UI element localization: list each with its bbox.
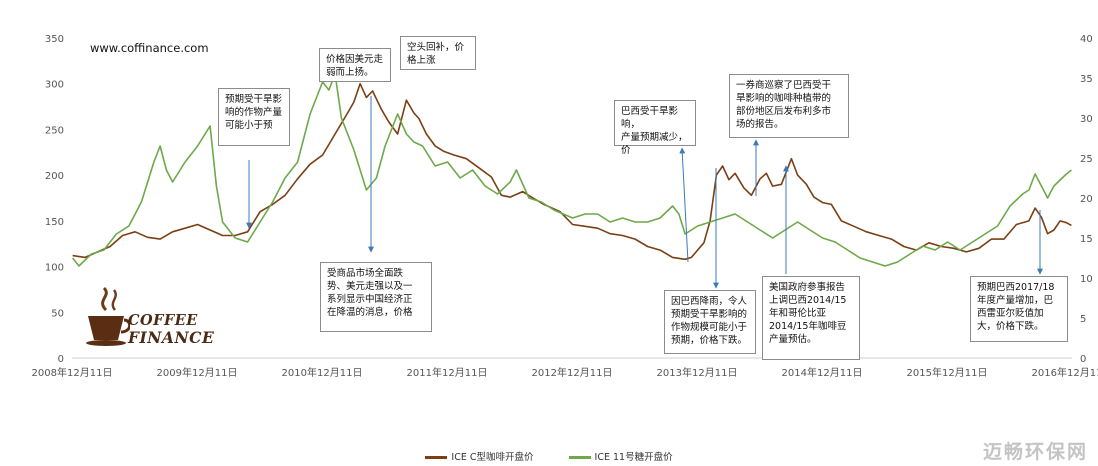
y-left-tick-label: 350 (45, 34, 64, 45)
annotation-box-a3: 空头回补，价 格上涨 (400, 36, 476, 70)
x-tick-label: 2012年12月11日 (532, 366, 613, 379)
legend-swatch-sugar (568, 456, 591, 459)
annotation-box-a1: 预期受干旱影 响的作物产量 可能小于预 (218, 88, 290, 146)
series-line-sugar (71, 73, 1072, 267)
y-right-tick-label: 35 (1080, 74, 1093, 85)
x-tick-label: 2011年12月11日 (407, 366, 488, 379)
series-line-coffee (72, 82, 1072, 261)
annotation-box-a6: 一券商巡察了巴西受干 旱影响的咖啡种植带的 部份地区后发布利多市 场的报告。 (729, 74, 849, 138)
y-right-tick-label: 0 (1080, 354, 1086, 365)
annotation-box-a9: 预期巴西2017/18 年度产量增加，巴 西雷亚尔贬值加 大，价格下跌。 (970, 276, 1068, 342)
y-right-tick-label: 5 (1080, 314, 1086, 325)
logo-word-coffee: COFFEE (128, 312, 198, 329)
logo-word-finance: FINANCE (128, 328, 215, 347)
x-tick-label: 2008年12月11日 (32, 366, 113, 379)
watermark: 迈畅环保网 (982, 441, 1088, 463)
y-left-tick-label: 250 (45, 125, 64, 136)
y-left-tick-label: 150 (45, 217, 64, 228)
y-right-tick-label: 15 (1080, 234, 1093, 245)
y-left-tick-label: 100 (45, 263, 64, 274)
y-right-tick-label: 40 (1080, 34, 1093, 45)
website-label: www.coffinance.com (90, 41, 209, 55)
legend-item-sugar: ICE 11号糖开盘价 (568, 449, 673, 463)
legend-label-sugar: ICE 11号糖开盘价 (594, 452, 673, 463)
legend-label-coffee: ICE C型咖啡开盘价 (451, 452, 534, 463)
annotation-box-a5: 巴西受干旱影响， 产量预期减少，价 (614, 100, 696, 156)
coffee-cup-icon (86, 286, 132, 346)
annotation-box-a4: 受商品市场全面跌 势、美元走强以及一 系列显示中国经济正 在降温的消息，价格 (320, 262, 432, 332)
y-right-tick-label: 25 (1080, 154, 1093, 165)
y-right-tick-label: 30 (1080, 114, 1093, 125)
legend-item-coffee: ICE C型咖啡开盘价 (425, 449, 534, 463)
legend: ICE C型咖啡开盘价 ICE 11号糖开盘价 (0, 449, 1098, 463)
coffee-finance-logo: COFFEE FINANCE (84, 286, 224, 350)
x-tick-label: 2015年12月11日 (907, 366, 988, 379)
legend-swatch-coffee (425, 456, 448, 459)
annotation-box-a8: 美国政府参事报告 上调巴西2014/15 年和哥伦比亚 2014/15年咖啡豆 … (762, 276, 860, 360)
x-tick-label: 2009年12月11日 (157, 366, 238, 379)
y-left-tick-label: 200 (45, 171, 64, 182)
x-tick-label: 2010年12月11日 (282, 366, 363, 379)
x-tick-label: 2013年12月11日 (657, 366, 738, 379)
y-left-tick-label: 50 (51, 308, 64, 319)
annotation-arrow-a5 (679, 147, 689, 263)
x-tick-label: 2014年12月11日 (782, 366, 863, 379)
annotation-box-a7: 因巴西降雨，令人 预期受干旱影响的 作物规模可能小于 预期，价格下跌。 (664, 290, 756, 354)
y-right-tick-label: 10 (1080, 274, 1093, 285)
y-left-tick-label: 300 (45, 80, 64, 91)
y-left-tick-label: 0 (58, 354, 64, 365)
x-tick-label: 2016年12月11日 (1032, 366, 1098, 379)
y-right-tick-label: 20 (1080, 194, 1093, 205)
annotation-box-a2: 价格因美元走 弱而上扬。 (319, 48, 391, 82)
